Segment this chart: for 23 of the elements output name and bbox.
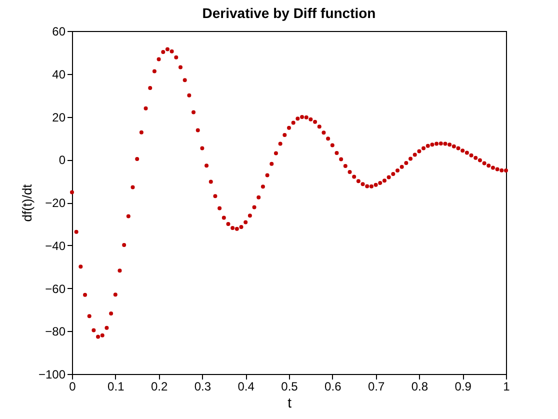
x-axis-title: t xyxy=(288,394,292,410)
x-tick-label: 1 xyxy=(503,380,510,394)
x-tick-label: 0.6 xyxy=(324,380,342,394)
x-tick-label: 0.8 xyxy=(411,380,428,394)
y-tick-label: −40 xyxy=(45,238,66,253)
y-tick-label: −100 xyxy=(38,368,66,382)
y-tick-label: −60 xyxy=(45,282,66,296)
y-tick-label: 60 xyxy=(52,24,66,38)
y-tick-label: 20 xyxy=(52,110,66,124)
x-tick-label: 0.2 xyxy=(150,380,168,394)
y-tick-label: 0 xyxy=(58,153,66,168)
x-tick-label: 0.4 xyxy=(238,380,255,394)
x-tick-label: 0.7 xyxy=(368,380,385,394)
chart-title: Derivative by Diff function xyxy=(202,5,376,21)
x-tick-label: 0.1 xyxy=(108,380,125,394)
x-tick-label: 0 xyxy=(69,380,76,394)
x-tick-label: 0.3 xyxy=(194,380,212,394)
x-tick-label: 0.9 xyxy=(454,380,472,394)
y-tick-label: −20 xyxy=(45,196,66,210)
y-tick-label: 40 xyxy=(52,67,66,82)
y-tick-label: −80 xyxy=(45,324,66,339)
x-tick-label: 0.5 xyxy=(281,380,298,394)
y-axis-title: df(t)/dt xyxy=(19,184,34,222)
